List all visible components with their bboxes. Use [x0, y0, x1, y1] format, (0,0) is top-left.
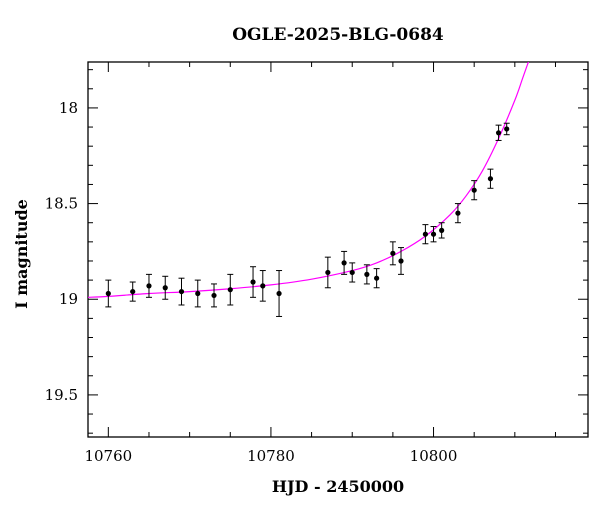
data-point — [276, 270, 283, 317]
data-point — [495, 124, 502, 141]
data-point — [471, 180, 478, 201]
data-point — [349, 262, 356, 283]
data-point — [145, 273, 152, 298]
data-point — [341, 250, 348, 275]
data-marker — [250, 279, 256, 285]
tick-labels: 10760 10780 10800 18 18.5 19 19.5 — [45, 99, 458, 465]
y-tick-label: 19 — [59, 290, 78, 308]
data-marker — [130, 288, 136, 295]
data-marker — [211, 292, 217, 299]
data-marker — [422, 231, 428, 237]
x-axis-label: HJD - 2450000 — [272, 477, 404, 496]
data-marker — [178, 288, 185, 295]
x-tick-label: 10780 — [247, 447, 295, 465]
data-marker — [455, 210, 461, 216]
data-point — [129, 281, 136, 302]
data-point — [162, 275, 169, 300]
data-point — [503, 122, 510, 136]
chart-title: OGLE-2025-BLG-0684 — [232, 25, 444, 45]
data-point — [454, 203, 461, 224]
data-point — [259, 270, 266, 302]
data-marker — [471, 187, 477, 193]
data-marker — [364, 271, 370, 277]
data-marker — [374, 275, 380, 281]
y-axis-label: I magnitude — [12, 199, 31, 309]
data-point — [398, 247, 405, 275]
y-tick-label: 19.5 — [45, 386, 78, 404]
y-tick-label: 18.5 — [45, 195, 78, 213]
data-marker — [341, 260, 347, 266]
data-marker — [430, 231, 437, 237]
data-point — [105, 279, 112, 308]
data-marker — [495, 130, 502, 136]
data-marker — [325, 269, 331, 276]
data-marker — [439, 227, 445, 233]
data-point — [194, 279, 201, 308]
data-marker — [504, 126, 510, 132]
data-marker — [146, 283, 152, 289]
axis-ticks — [88, 62, 588, 437]
data-point — [178, 277, 185, 306]
model-curve — [88, 62, 530, 298]
data-point — [389, 241, 396, 266]
x-tick-label: 10800 — [410, 447, 458, 465]
data-marker — [195, 290, 201, 297]
data-point — [422, 224, 429, 245]
data-marker — [390, 250, 396, 256]
data-marker — [349, 269, 355, 276]
data-points-layer — [105, 122, 510, 317]
data-point — [487, 168, 494, 189]
data-point — [430, 226, 437, 243]
model-layer — [88, 62, 530, 298]
data-point — [250, 266, 257, 298]
data-marker — [487, 176, 494, 182]
data-point — [227, 273, 234, 306]
data-marker — [162, 285, 168, 291]
data-marker — [398, 258, 404, 264]
data-point — [373, 268, 380, 289]
y-tick-label: 18 — [59, 99, 78, 117]
data-marker — [260, 283, 266, 289]
data-point — [211, 283, 218, 308]
data-marker — [105, 290, 111, 297]
data-point — [438, 222, 445, 239]
x-tick-label: 10760 — [84, 447, 132, 465]
data-point — [363, 264, 370, 285]
plot-frame — [87, 61, 589, 438]
data-point — [324, 256, 331, 289]
data-marker — [227, 287, 233, 293]
data-marker — [276, 290, 282, 297]
